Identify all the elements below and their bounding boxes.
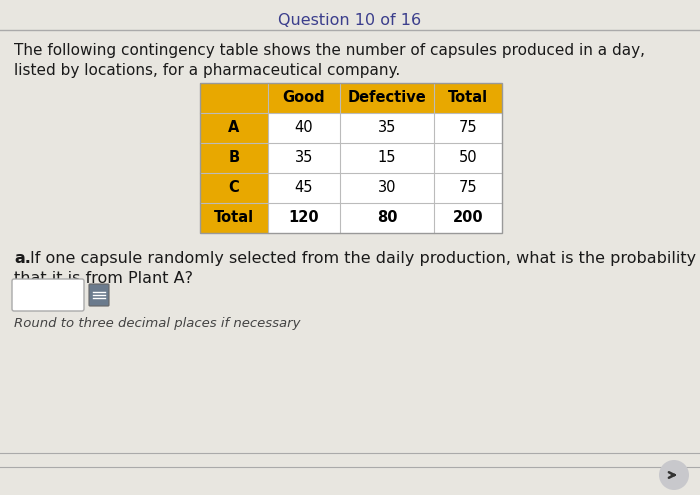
Text: a.: a. (14, 251, 31, 266)
FancyBboxPatch shape (12, 279, 84, 311)
Text: 200: 200 (453, 210, 483, 226)
Text: 75: 75 (458, 120, 477, 136)
Text: C: C (229, 181, 239, 196)
Text: Question 10 of 16: Question 10 of 16 (279, 13, 421, 28)
Bar (200, 113, 268, 143)
Bar (200, 83, 502, 233)
Text: 30: 30 (378, 181, 396, 196)
Bar (200, 143, 268, 173)
Text: B: B (228, 150, 239, 165)
Bar (200, 173, 268, 203)
Text: A: A (228, 120, 239, 136)
Text: Total: Total (448, 91, 488, 105)
Text: Good: Good (283, 91, 326, 105)
Bar (200, 143, 502, 173)
Text: Total: Total (214, 210, 254, 226)
Text: 75: 75 (458, 181, 477, 196)
Text: 15: 15 (378, 150, 396, 165)
Text: Defective: Defective (348, 91, 426, 105)
Text: 120: 120 (288, 210, 319, 226)
Text: 80: 80 (377, 210, 398, 226)
FancyBboxPatch shape (89, 284, 109, 306)
Text: If one capsule randomly selected from the daily production, what is the probabil: If one capsule randomly selected from th… (30, 251, 696, 266)
Text: The following contingency table shows the number of capsules produced in a day,: The following contingency table shows th… (14, 43, 645, 58)
Text: that it is from Plant A?: that it is from Plant A? (14, 271, 193, 286)
Text: 40: 40 (295, 120, 314, 136)
Circle shape (659, 460, 689, 490)
Text: 50: 50 (458, 150, 477, 165)
Bar (200, 83, 502, 113)
Text: listed by locations, for a pharmaceutical company.: listed by locations, for a pharmaceutica… (14, 63, 400, 78)
Bar (200, 203, 502, 233)
Bar (200, 203, 268, 233)
Bar (200, 173, 502, 203)
Bar (200, 113, 502, 143)
Text: Round to three decimal places if necessary: Round to three decimal places if necessa… (14, 317, 300, 330)
Text: 35: 35 (295, 150, 313, 165)
Text: 45: 45 (295, 181, 314, 196)
Text: 35: 35 (378, 120, 396, 136)
